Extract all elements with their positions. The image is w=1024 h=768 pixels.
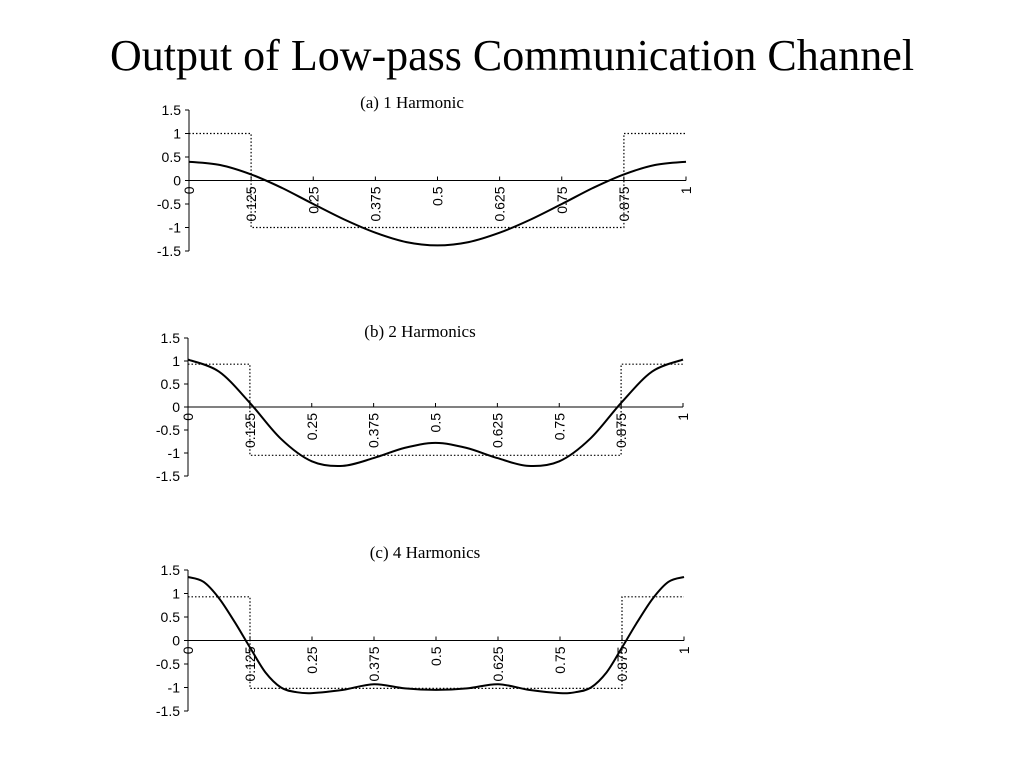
harmonic-signal-line [187, 358, 684, 468]
x-tick-label: 0 [181, 186, 197, 194]
y-tick-label: -0.5 [156, 656, 180, 672]
x-tick-label: 0.75 [551, 413, 567, 440]
x-tick-label: 0.125 [243, 186, 259, 221]
square-wave-line [188, 596, 684, 689]
x-tick-label: 0.5 [428, 646, 444, 666]
x-tick-label: 1 [675, 413, 691, 421]
y-tick-label: -1 [168, 680, 181, 696]
square-wave-line [188, 363, 683, 456]
y-tick-label: 1.5 [161, 330, 181, 346]
y-tick-label: 1 [172, 353, 180, 369]
x-tick-label: 0.5 [430, 186, 446, 206]
x-tick-label: 0.875 [616, 186, 632, 221]
chart-title: (a) 1 Harmonic [360, 93, 464, 112]
y-tick-label: 1.5 [162, 102, 182, 118]
x-tick-label: 0.25 [304, 413, 320, 440]
x-tick-label: 0.375 [366, 413, 382, 448]
y-tick-label: -1.5 [156, 468, 180, 484]
chart-title: (c) 4 Harmonics [370, 543, 480, 562]
y-tick-label: -1.5 [156, 703, 180, 719]
y-tick-label: 1.5 [161, 562, 181, 578]
x-tick-label: 0.375 [366, 646, 382, 681]
x-tick-label: 1 [678, 186, 694, 194]
x-tick-label: 0.75 [554, 186, 570, 213]
x-tick-label: 0 [180, 413, 196, 421]
y-tick-label: -1 [168, 445, 181, 461]
x-tick-label: 0.125 [242, 413, 258, 448]
x-tick-label: 0.25 [304, 646, 320, 673]
y-tick-label: 0 [173, 173, 181, 189]
harmonic-signal-line [188, 160, 687, 247]
x-tick-label: 0.625 [492, 186, 508, 221]
y-tick-label: -0.5 [157, 196, 181, 212]
x-tick-label: 1 [676, 646, 692, 654]
y-tick-label: 0 [172, 399, 180, 415]
y-tick-label: 0 [172, 633, 180, 649]
y-tick-label: -0.5 [156, 422, 180, 438]
x-tick-label: 0.625 [490, 646, 506, 681]
page-title: Output of Low-pass Communication Channel [109, 31, 915, 80]
y-tick-label: -1.5 [157, 243, 181, 259]
x-tick-label: 0.75 [552, 646, 568, 673]
x-tick-label: 0.625 [489, 413, 505, 448]
y-tick-label: 0.5 [161, 609, 181, 625]
y-tick-label: 0.5 [162, 149, 182, 165]
harmonic-signal-line [187, 576, 685, 695]
x-tick-label: 0.375 [367, 186, 383, 221]
x-tick-label: 0 [180, 646, 196, 654]
y-tick-label: 1 [173, 126, 181, 142]
y-tick-label: -1 [169, 220, 182, 236]
x-tick-label: 0.5 [428, 413, 444, 433]
y-tick-label: 1 [172, 586, 180, 602]
y-tick-label: 0.5 [161, 376, 181, 392]
chart-title: (b) 2 Harmonics [364, 322, 475, 341]
x-tick-label: 0.875 [613, 413, 629, 448]
